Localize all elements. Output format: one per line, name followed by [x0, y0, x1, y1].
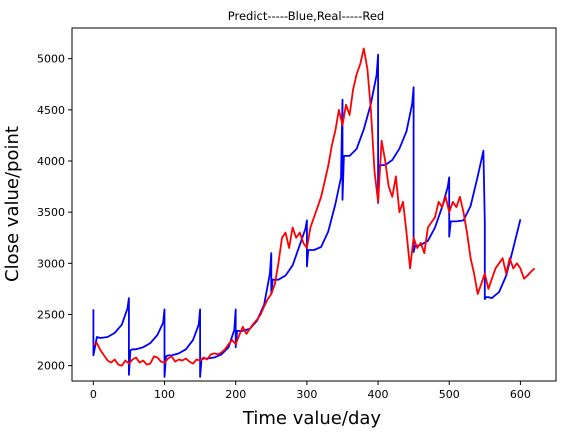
y-tick-label: 3500 [37, 206, 65, 219]
predict-series-line [92, 53, 522, 378]
y-tick-label: 4500 [37, 104, 65, 117]
x-tick-label: 300 [296, 388, 317, 401]
y-axis-label: Close value/point [2, 126, 23, 282]
y-tick-label: 5000 [37, 53, 65, 66]
real-series-line [92, 47, 536, 367]
y-tick-label: 2000 [37, 360, 65, 373]
y-tick-label: 3000 [37, 257, 65, 270]
plot-frame [71, 27, 557, 382]
x-axis-label: Time value/day [242, 408, 381, 429]
x-tick-label: 100 [154, 388, 175, 401]
x-tick-label: 200 [225, 388, 246, 401]
x-axis-ticks: 0 100 200 300 400 500 600 [90, 381, 531, 401]
y-axis-ticks: 2000 2500 3000 3500 4000 4500 5000 [37, 53, 72, 373]
series-layer [92, 47, 536, 378]
chart-title: Predict-----Blue,Real-----Red [228, 9, 384, 23]
y-tick-label: 2500 [37, 308, 65, 321]
x-tick-label: 0 [90, 388, 97, 401]
x-tick-label: 600 [510, 388, 531, 401]
x-tick-label: 500 [439, 388, 460, 401]
y-tick-label: 4000 [37, 155, 65, 168]
x-tick-label: 400 [368, 388, 389, 401]
